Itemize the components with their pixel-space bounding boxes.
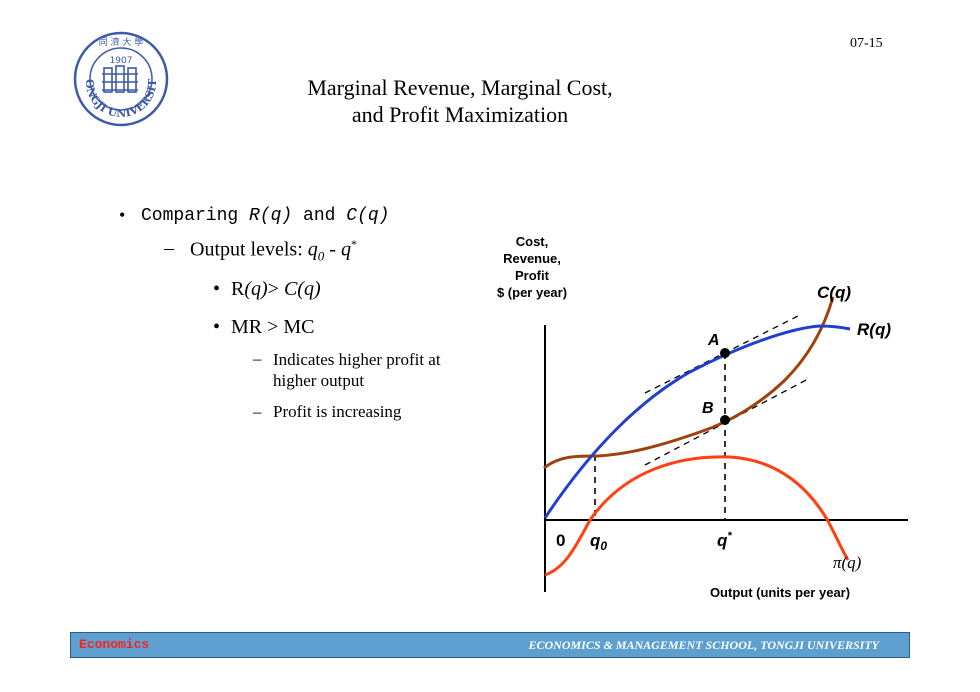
- cost-curve-label: C(q): [817, 283, 851, 302]
- svg-text:Revenue,: Revenue,: [503, 251, 561, 266]
- title-line-2: and Profit Maximization: [351, 102, 569, 127]
- bullet-dot: •: [119, 205, 126, 225]
- point-a-label: A: [707, 332, 720, 349]
- origin-label: 0: [556, 531, 565, 550]
- x-axis-label: Output (units per year): [710, 585, 850, 600]
- profit-curve: [544, 455, 850, 577]
- y-axis-label: Cost, Revenue, Profit $ (per year): [497, 234, 567, 300]
- footer-school: ECONOMICS & MANAGEMENT SCHOOL, TONGJI UN…: [528, 638, 879, 652]
- revenue-tangent-line: [644, 314, 801, 394]
- revenue-curve: [543, 324, 851, 519]
- svg-text:Profit: Profit: [515, 268, 550, 283]
- footer-course: Economics: [79, 637, 150, 652]
- university-seal: TONGJI UNIVERSITY 同 濟 大 學 1907: [72, 30, 169, 127]
- qstar-label: q*: [717, 530, 732, 550]
- slide-title: Marginal Revenue, Marginal Cost, and Pro…: [250, 74, 670, 128]
- seal-glyphs: 同 濟 大 學: [99, 36, 144, 48]
- point-b-label: B: [702, 400, 714, 417]
- q0-label: q0: [590, 531, 607, 553]
- point-a-marker: [720, 348, 730, 358]
- footer-bar: Economics ECONOMICS & MANAGEMENT SCHOOL,…: [70, 632, 910, 658]
- revenue-curve-label: R(q): [857, 320, 891, 339]
- slide-number: 07-15: [850, 36, 883, 51]
- svg-text:$ (per year): $ (per year): [497, 285, 567, 300]
- seal-year: 1907: [110, 56, 133, 66]
- title-line-1: Marginal Revenue, Marginal Cost,: [307, 75, 613, 100]
- profit-curve-label: π(q): [833, 553, 862, 572]
- point-b-marker: [720, 415, 730, 425]
- svg-text:Cost,: Cost,: [516, 234, 549, 249]
